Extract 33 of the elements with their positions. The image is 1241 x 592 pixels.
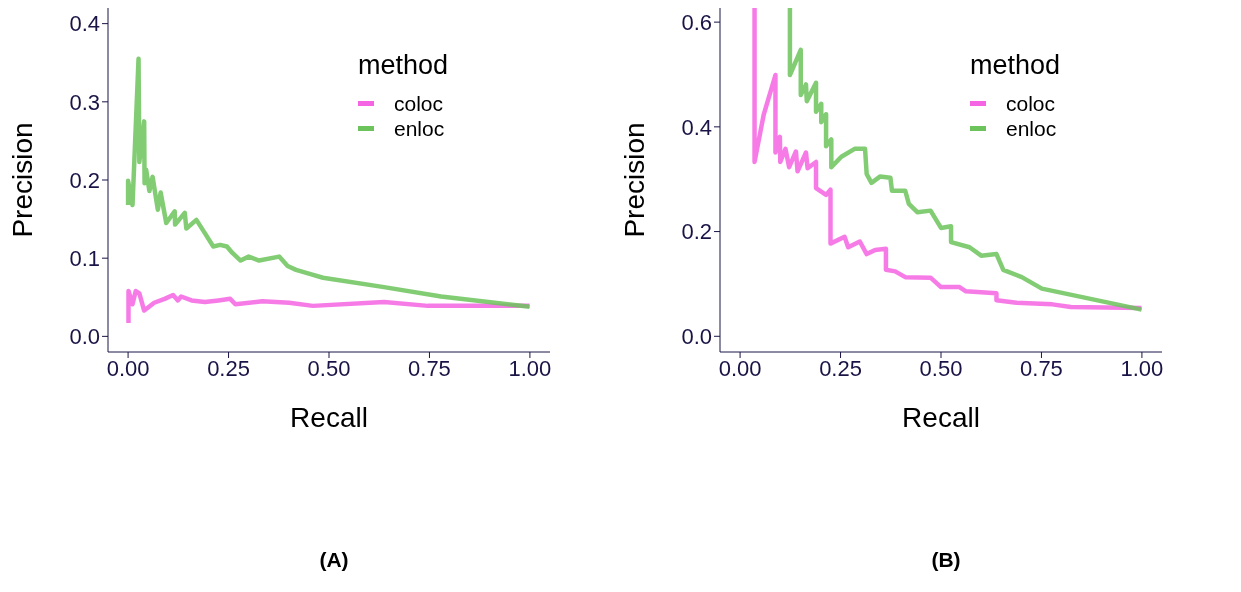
- text: (A): [318, 548, 350, 572]
- y-tick-label: 0.0: [681, 324, 712, 350]
- y-axis-title: Precision: [6, 122, 38, 238]
- line-series: [125, 56, 532, 309]
- x-axis-title: Recall: [290, 402, 368, 433]
- x-tick-label: 0.75: [1020, 355, 1063, 381]
- x-tick-label: 0.25: [819, 355, 862, 381]
- line-series: [126, 288, 532, 326]
- x-tick-label: 0.50: [919, 355, 963, 381]
- text: (B): [930, 548, 962, 572]
- y-tick-label: 0.6: [681, 9, 712, 35]
- y-tick-label: 0.0: [69, 324, 100, 350]
- x-tick-label: 0.75: [408, 355, 451, 381]
- legend-label: coloc: [1006, 91, 1056, 116]
- y-tick-label: 0.2: [681, 219, 712, 245]
- y-tick-label: 0.2: [69, 167, 100, 193]
- y-tick-label: 0.4: [681, 114, 712, 140]
- x-tick-label: 0.00: [718, 355, 762, 381]
- y-tick-label: 0.3: [69, 89, 100, 115]
- legend-label: enloc: [394, 116, 445, 141]
- y-axis-title: Precision: [618, 122, 650, 238]
- x-axis-title: Recall: [902, 402, 980, 433]
- x-tick-label: 1.00: [508, 355, 552, 381]
- y-tick-label: 0.4: [69, 11, 100, 37]
- legend-title: method: [970, 50, 1061, 81]
- x-tick-label: 0.50: [307, 355, 351, 381]
- legend-title: method: [358, 50, 449, 81]
- x-tick-label: 1.00: [1120, 355, 1164, 381]
- y-tick-label: 0.1: [69, 245, 100, 271]
- legend-label: enloc: [1006, 116, 1057, 141]
- x-tick-label: 0.00: [106, 355, 150, 381]
- legend-label: coloc: [394, 91, 444, 116]
- x-tick-label: 0.25: [207, 355, 250, 381]
